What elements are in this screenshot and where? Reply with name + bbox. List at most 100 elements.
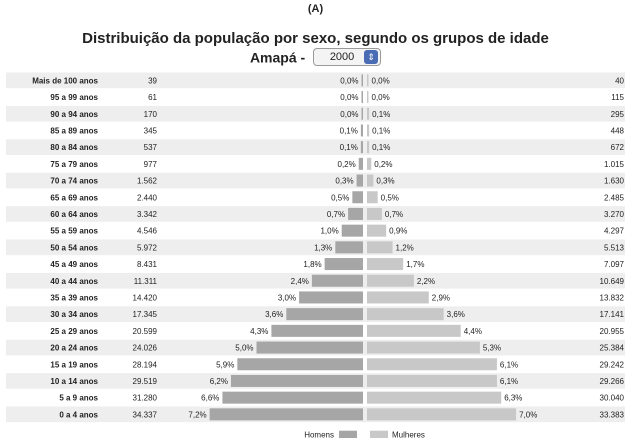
men-percent-label: 1,0% <box>320 227 338 236</box>
row-background <box>6 72 625 89</box>
women-count: 448 <box>611 126 625 135</box>
women-count: 17.141 <box>600 310 625 319</box>
age-group-label: 20 a 24 anos <box>50 344 98 353</box>
legend-men-swatch <box>339 430 357 438</box>
row-background <box>6 222 625 239</box>
women-count: 29.266 <box>600 377 625 386</box>
men-bar <box>335 241 363 254</box>
women-percent-label: 5,3% <box>483 344 501 353</box>
men-bar <box>361 91 363 104</box>
women-percent-label: 1,7% <box>406 260 424 269</box>
women-bar <box>367 241 393 254</box>
age-group-label: 55 a 59 anos <box>50 227 98 236</box>
men-count: 31.280 <box>133 394 158 403</box>
men-count: 29.519 <box>133 377 158 386</box>
women-bar <box>367 258 404 271</box>
women-bar <box>367 191 378 204</box>
men-percent-label: 1,3% <box>314 243 332 252</box>
men-percent-label: 5,9% <box>216 360 234 369</box>
men-bar <box>361 74 363 87</box>
men-count: 4.546 <box>137 227 158 236</box>
year-select[interactable]: 2000 ⇕ <box>313 48 382 67</box>
women-bar <box>367 324 461 337</box>
men-bar <box>256 341 363 354</box>
legend-women-label: Mulheres <box>392 431 425 438</box>
women-bar <box>367 308 444 321</box>
men-count: 61 <box>148 93 157 102</box>
women-count: 7.097 <box>604 260 625 269</box>
age-group-label: 70 a 74 anos <box>50 177 98 186</box>
men-bar <box>299 291 363 304</box>
age-group-label: 30 a 34 anos <box>50 310 98 319</box>
women-count: 3.270 <box>604 210 625 219</box>
men-percent-label: 6,6% <box>201 394 219 403</box>
men-count: 345 <box>144 126 158 135</box>
women-count: 30.040 <box>600 394 625 403</box>
women-bar <box>367 291 429 304</box>
age-group-label: 5 a 9 anos <box>59 394 98 403</box>
women-bar <box>367 107 370 120</box>
women-count: 115 <box>611 93 624 102</box>
men-count: 39 <box>148 76 157 85</box>
women-bar <box>367 141 370 154</box>
men-count: 8.431 <box>137 260 158 269</box>
women-bar <box>367 358 497 371</box>
women-bar <box>367 157 372 170</box>
men-percent-label: 0,1% <box>340 143 358 152</box>
women-percent-label: 6,1% <box>500 377 518 386</box>
women-percent-label: 1,2% <box>396 243 414 252</box>
age-group-label: 0 a 4 anos <box>59 410 98 419</box>
women-count: 2.485 <box>604 193 625 202</box>
men-count: 24.026 <box>133 344 158 353</box>
men-bar <box>230 374 363 387</box>
men-count: 2.440 <box>137 193 158 202</box>
men-count: 977 <box>144 160 158 169</box>
men-percent-label: 3,6% <box>265 310 283 319</box>
women-percent-label: 0,9% <box>389 227 407 236</box>
men-bar <box>286 308 363 321</box>
age-group-label: 50 a 54 anos <box>50 243 98 252</box>
women-count: 4.297 <box>604 227 625 236</box>
men-bar <box>360 141 363 154</box>
men-count: 5.972 <box>137 243 158 252</box>
men-bar <box>324 258 363 271</box>
women-percent-label: 7,0% <box>519 410 537 419</box>
women-percent-label: 0,7% <box>385 210 403 219</box>
men-percent-label: 0,0% <box>340 93 358 102</box>
women-count: 672 <box>611 143 625 152</box>
women-count: 13.832 <box>600 293 625 302</box>
row-background <box>6 139 625 155</box>
men-count: 170 <box>144 110 158 119</box>
women-percent-label: 0,1% <box>372 110 390 119</box>
men-percent-label: 0,3% <box>335 177 353 186</box>
row-background <box>6 206 625 222</box>
men-percent-label: 0,5% <box>331 193 349 202</box>
row-background <box>6 89 625 105</box>
age-group-label: 90 a 94 anos <box>50 110 98 119</box>
state-label: Amapá - <box>249 49 306 66</box>
men-percent-label: 0,2% <box>338 160 356 169</box>
women-bar <box>367 374 497 387</box>
men-bar <box>360 124 363 137</box>
age-group-label: 80 a 84 anos <box>50 143 98 152</box>
women-percent-label: 4,4% <box>464 327 482 336</box>
men-percent-label: 0,7% <box>327 210 345 219</box>
men-percent-label: 7,2% <box>188 410 206 419</box>
women-count: 5.513 <box>604 243 625 252</box>
select-arrows-icon: ⇕ <box>364 50 379 65</box>
women-count: 10.649 <box>600 277 625 286</box>
women-percent-label: 0,5% <box>381 193 399 202</box>
women-bar <box>367 341 480 354</box>
age-group-label: 45 a 49 anos <box>50 260 98 269</box>
women-bar <box>367 391 502 404</box>
women-bar <box>367 408 517 421</box>
women-percent-label: 0,1% <box>372 126 390 135</box>
men-percent-label: 6,2% <box>210 377 228 386</box>
women-bar <box>367 124 370 137</box>
women-count: 295 <box>611 110 625 119</box>
men-bar <box>209 408 363 421</box>
age-group-label: 60 a 64 anos <box>50 210 98 219</box>
men-bar <box>361 107 363 120</box>
row-background <box>6 172 625 189</box>
